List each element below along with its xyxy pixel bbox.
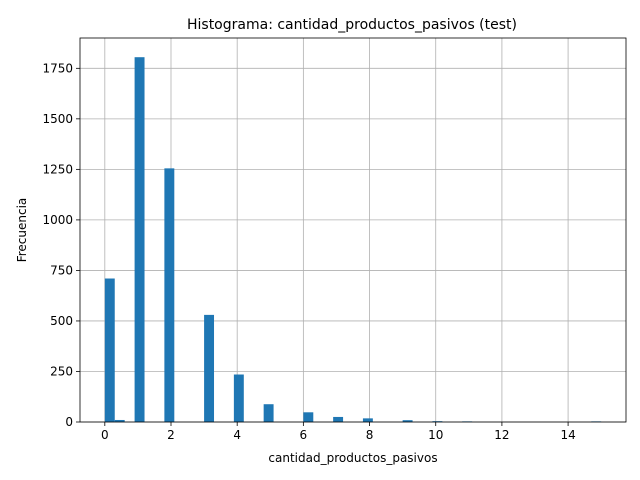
histogram-bar (333, 416, 344, 422)
y-tick-label: 1000 (42, 213, 73, 227)
x-tick-label: 6 (300, 428, 308, 442)
y-axis-ticks: 0 250 500 750 1000 1250 1500 1750 (42, 61, 80, 429)
x-tick-label: 2 (167, 428, 175, 442)
x-axis-label: cantidad_productos_pasivos (268, 451, 437, 465)
y-tick-label: 750 (50, 263, 73, 277)
histogram-bar (402, 420, 413, 422)
histogram-bar (164, 168, 175, 422)
histogram-bar (233, 374, 244, 422)
x-tick-label: 10 (428, 428, 443, 442)
histogram-bar (362, 418, 373, 422)
y-tick-label: 500 (50, 314, 73, 328)
chart-title: Histograma: cantidad_productos_pasivos (… (187, 17, 517, 33)
plot-area-frame (79, 37, 627, 423)
y-tick-label: 0 (65, 415, 73, 429)
x-tick-label: 8 (366, 428, 374, 442)
histogram-bar (134, 57, 145, 422)
histogram-bar (104, 278, 115, 422)
y-axis-label: Frecuencia (15, 198, 29, 263)
histogram-bar (432, 421, 443, 422)
y-tick-label: 1750 (42, 61, 73, 75)
y-tick-label: 250 (50, 364, 73, 378)
histogram-bar (263, 404, 274, 422)
x-tick-label: 14 (560, 428, 575, 442)
histogram-bar (114, 419, 125, 422)
x-axis-ticks: 0 2 4 6 8 10 12 14 (101, 422, 576, 442)
histogram-bar (303, 412, 314, 422)
x-tick-label: 4 (233, 428, 241, 442)
x-tick-label: 0 (101, 428, 109, 442)
x-tick-label: 12 (494, 428, 509, 442)
histogram-bar (204, 314, 215, 422)
y-tick-label: 1500 (42, 112, 73, 126)
y-tick-label: 1250 (42, 162, 73, 176)
